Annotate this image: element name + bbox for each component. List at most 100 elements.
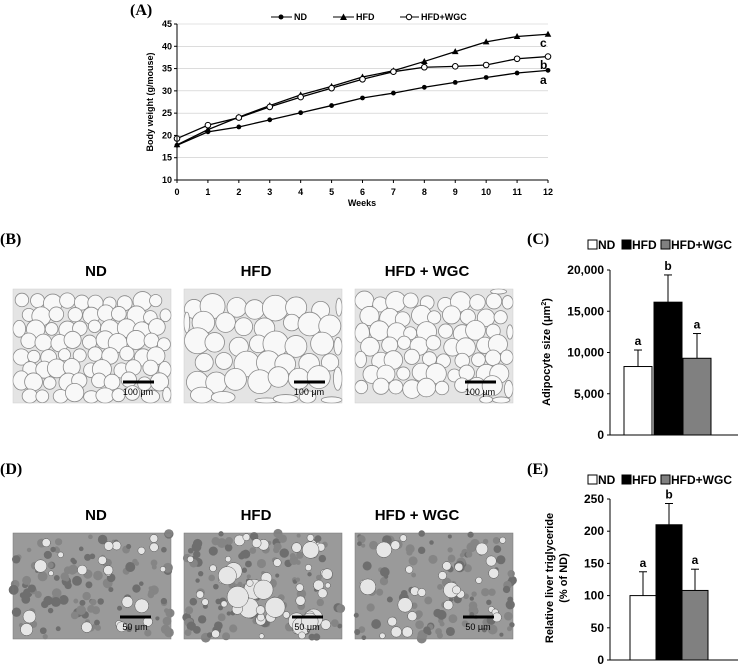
data-point-nd <box>360 95 365 101</box>
legend-swatch-hfd-wgc <box>660 239 671 250</box>
adipocyte <box>190 386 214 404</box>
data-point-hfd-wgc <box>266 103 274 111</box>
adipocyte <box>320 396 343 404</box>
y-tick-label: 10 <box>162 175 172 185</box>
hepatocyte-nucleus <box>22 575 32 585</box>
hepatocyte-nucleus <box>503 611 513 621</box>
data-point-nd <box>236 124 242 130</box>
hepatocyte-nucleus <box>415 620 424 629</box>
adipocyte <box>87 346 103 362</box>
data-point-hfd-wgc <box>204 121 212 129</box>
data-point-hfd-wgc <box>482 61 490 69</box>
hepatocyte-nucleus <box>379 577 389 586</box>
legend-marker-hfd <box>340 13 347 20</box>
adipocyte <box>310 331 335 356</box>
lipid-droplet <box>475 542 489 556</box>
lipid-droplet <box>97 555 107 565</box>
x-tick-label: 7 <box>391 187 396 197</box>
hepatocyte-nucleus <box>488 588 496 596</box>
y-axis-title: Body weight (g/mouse) <box>145 52 155 151</box>
lipid-droplet <box>488 567 500 579</box>
lipid-droplet <box>298 631 306 640</box>
hepatocyte-nucleus <box>353 612 359 618</box>
legend-label-hfd: HFD <box>632 238 657 252</box>
hepatocyte-nucleus <box>289 553 296 560</box>
adipocyte <box>14 292 30 308</box>
lipid-droplet <box>475 576 483 584</box>
hepatocyte-nucleus <box>428 554 438 564</box>
hepatocyte-nucleus <box>316 598 325 607</box>
hepatocyte-nucleus <box>198 571 204 577</box>
adipose-image-nd <box>12 288 172 404</box>
lipid-droplet <box>304 564 312 572</box>
lipid-droplet <box>302 541 320 559</box>
legend: ND HFD HFD+WGC <box>587 238 732 252</box>
lipid-droplet <box>253 579 274 600</box>
scale-bar-label: 50 μm <box>465 622 490 632</box>
y-tick-label: 250 <box>584 492 604 506</box>
hepatocyte-nucleus <box>447 534 452 539</box>
lipid-droplet <box>22 609 37 624</box>
hepatocyte-nucleus <box>132 558 138 565</box>
hepatocyte-nucleus <box>211 536 220 546</box>
adipocyte <box>67 307 83 323</box>
sig-label-b: b <box>540 58 547 72</box>
micrograph-title-hfd-wgc: HFD + WGC <box>385 263 470 280</box>
hepatocyte-nucleus <box>192 625 201 634</box>
lipid-droplet <box>111 540 122 551</box>
hepatocyte-nucleus <box>408 556 418 566</box>
hepatocyte-nucleus <box>249 547 257 554</box>
hepatocyte-nucleus <box>26 547 32 553</box>
hepatocyte-nucleus <box>108 587 114 593</box>
adipocyte <box>396 366 411 381</box>
hepatocyte-nucleus <box>471 591 477 597</box>
lipid-droplet <box>48 570 54 577</box>
data-point-nd <box>267 117 273 123</box>
hepatocyte-nucleus <box>411 572 417 578</box>
adipose-micrographs: ND HFD HFD + WGC 100 μm 100 μm 100 μm <box>12 263 514 404</box>
data-point-hfd-wgc <box>328 84 335 92</box>
hepatocyte-nucleus <box>155 616 160 621</box>
hepatocyte-nucleus <box>43 550 52 559</box>
lipid-droplet <box>201 598 209 606</box>
hepatocyte-nucleus <box>313 633 321 641</box>
bar-hfd-wgc <box>681 589 709 661</box>
hepatocyte-nucleus <box>70 611 79 620</box>
data-point-hfd <box>421 57 428 64</box>
hepatocyte-nucleus <box>318 554 327 563</box>
hepatocyte-nucleus <box>296 533 301 538</box>
hepatocyte-nucleus <box>184 629 192 637</box>
hepatocyte-nucleus <box>418 546 426 555</box>
adipocyte <box>506 324 514 340</box>
lipid-droplet <box>317 588 328 599</box>
hepatocyte-nucleus <box>445 626 455 637</box>
hepatocyte-nucleus <box>191 542 202 552</box>
hepatocyte-nucleus <box>461 620 469 627</box>
hepatocyte-nucleus <box>218 531 224 537</box>
adipocyte <box>501 295 514 310</box>
hepatocyte-nucleus <box>411 602 418 609</box>
image-border <box>12 532 172 640</box>
lipid-droplet <box>306 534 315 542</box>
adipocyte <box>267 366 290 388</box>
data-point-hfd <box>482 38 490 45</box>
hepatocyte-nucleus <box>467 531 474 538</box>
adipocyte <box>119 345 135 362</box>
hepatocyte-nucleus <box>296 551 304 559</box>
adipocyte <box>72 348 87 363</box>
adipocyte <box>354 351 367 369</box>
x-tick-label: 10 <box>481 187 491 197</box>
panel-label-d: (D) <box>0 461 22 478</box>
y-tick-label: 0 <box>597 428 604 442</box>
hepatocyte-nucleus <box>295 577 301 582</box>
hepatocyte-nucleus <box>47 607 54 614</box>
panel-label-b: (B) <box>0 231 21 248</box>
data-point-nd <box>421 84 427 90</box>
adipocyte <box>484 349 502 366</box>
lipid-droplet <box>226 586 249 608</box>
y-axis-title: Adipocyte size (μm2) <box>541 298 553 406</box>
y-tick-label: 0 <box>597 653 604 665</box>
data-point-hfd-wgc <box>421 63 428 71</box>
adipocyte <box>142 359 159 376</box>
